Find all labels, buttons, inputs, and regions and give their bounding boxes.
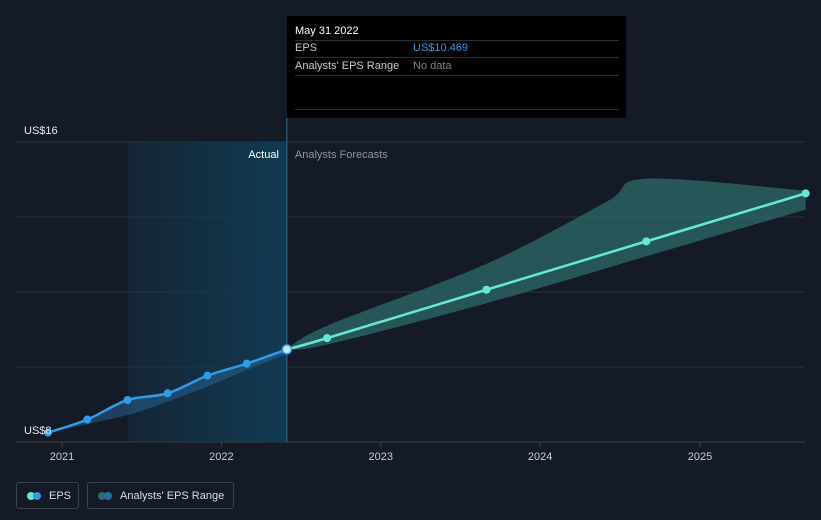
eps-point[interactable]: [163, 389, 172, 398]
range-legend-icon: [98, 491, 112, 500]
analysts-eps-range-area: [286, 178, 806, 350]
tooltip-eps-label: EPS: [295, 42, 318, 54]
eps-point[interactable]: [123, 396, 132, 404]
legend-item-eps[interactable]: EPS: [16, 482, 79, 509]
actual-label: Actual: [248, 149, 279, 161]
x-tick-label: 2025: [688, 451, 712, 463]
tooltip-row-range: Analysts' EPS Range No data: [295, 60, 619, 76]
x-tick-label: 2024: [528, 451, 552, 463]
eps-forecast-point[interactable]: [642, 237, 651, 246]
legend-range-label: Analysts' EPS Range: [120, 489, 225, 502]
tooltip-divider: [295, 109, 619, 110]
eps-point[interactable]: [83, 415, 92, 424]
tooltip-row-eps: EPS US$10.469: [295, 42, 619, 58]
x-tick-label: 2022: [209, 451, 233, 463]
tooltip-date: May 31 2022: [295, 25, 359, 37]
actual-region-band: [127, 142, 287, 442]
eps-legend-icon: [27, 491, 41, 500]
y-tick-label: US$8: [24, 425, 52, 437]
tooltip-range-value: No data: [413, 60, 452, 72]
eps-forecast-point[interactable]: [801, 189, 810, 198]
x-tick-label: 2023: [369, 451, 393, 463]
tooltip-divider: [295, 75, 619, 76]
legend-item-range[interactable]: Analysts' EPS Range: [87, 482, 234, 509]
tooltip-range-label: Analysts' EPS Range: [295, 60, 400, 72]
tooltip-divider: [295, 40, 619, 41]
tooltip: May 31 2022 EPS US$10.469 Analysts' EPS …: [287, 16, 626, 118]
eps-point[interactable]: [242, 359, 251, 368]
legend-eps-label: EPS: [49, 489, 72, 502]
y-tick-label: US$16: [24, 125, 58, 137]
eps-point[interactable]: [203, 371, 212, 380]
eps-forecast-point[interactable]: [323, 334, 332, 343]
analysts-forecasts-label: Analysts Forecasts: [295, 149, 388, 161]
eps-point[interactable]: [44, 428, 53, 437]
eps-point[interactable]: [281, 344, 293, 355]
x-tick-label: 2021: [50, 451, 74, 463]
tooltip-eps-value: US$10.469: [413, 42, 469, 54]
eps-forecast-point[interactable]: [482, 285, 491, 294]
tooltip-divider: [295, 57, 619, 58]
